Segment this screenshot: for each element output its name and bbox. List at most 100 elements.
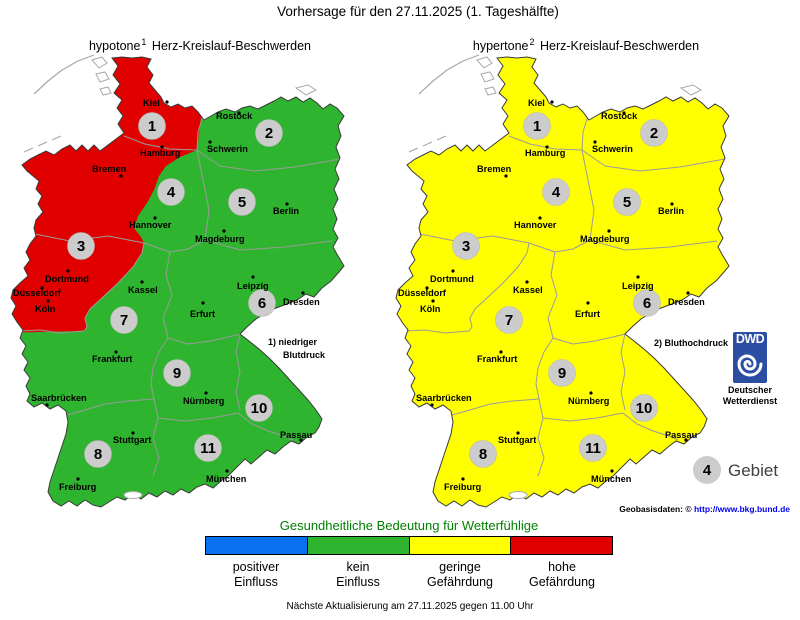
labels-left: 1 2 3 4 5 6 7 8 9 10 11 Kiel Rostock Schwerin Hamburg B… [13, 98, 320, 492]
city-dot [222, 229, 226, 233]
legend-label-positive: positiver Einfluss [232, 560, 280, 589]
region-circle-8 [84, 440, 112, 468]
page-title: Vorhersage für den 27.11.2025 (1. Tagesh… [277, 4, 559, 19]
city-dot [165, 100, 169, 104]
city-label-nürnberg: Nürnberg [183, 396, 224, 406]
region-number-4: 4 [167, 184, 176, 201]
legend-swatch-none [306, 536, 410, 555]
city-dot [593, 140, 597, 144]
region-circle-1 [138, 112, 166, 140]
city-label-schwerin: Schwerin [592, 144, 633, 154]
city-label-hamburg: Hamburg [140, 148, 180, 158]
legend-color-bar [205, 536, 613, 555]
region-circle-1 [523, 112, 551, 140]
city-dot [550, 100, 554, 104]
region-number-4: 4 [552, 184, 561, 201]
region-number-5: 5 [238, 194, 246, 211]
city-dot [425, 286, 429, 290]
city-label-düsseldorf: Düsseldorf [398, 288, 447, 298]
city-label-bremen: Bremen [92, 164, 127, 174]
city-dot [504, 174, 508, 178]
region-number-9: 9 [558, 365, 566, 382]
region-circle-6 [633, 289, 661, 317]
city-label-stuttgart: Stuttgart [498, 435, 536, 445]
legend-title: Gesundheitliche Bedeutung für Wetterfühl… [279, 518, 539, 533]
city-label-bremen: Bremen [477, 164, 512, 174]
city-label-passau: Passau [280, 430, 312, 440]
city-dot [430, 403, 434, 407]
region-circle-6 [248, 289, 276, 317]
region-circle-4 [542, 178, 570, 206]
city-dot [153, 216, 157, 220]
city-dot [299, 438, 303, 442]
labels-right: 1 2 3 4 5 6 7 8 9 10 11 Kiel Rostock Schwerin Hamburg B… [398, 98, 705, 492]
region-number-2: 2 [650, 125, 658, 142]
dwd-spiral-icon [737, 354, 763, 377]
city-dot [46, 299, 50, 303]
region-number-10: 10 [636, 400, 653, 417]
map-title-left-rest: Herz-Kreislauf-Beschwerden [151, 39, 312, 54]
city-label-köln: Köln [420, 304, 441, 314]
city-label-nürnberg: Nürnberg [568, 396, 609, 406]
city-dot [76, 477, 80, 481]
city-dot [461, 477, 465, 481]
region-circle-11 [194, 434, 222, 462]
city-dot [301, 291, 305, 295]
city-dot [451, 269, 455, 273]
city-dot [636, 275, 640, 279]
region-circle-3 [452, 232, 480, 260]
region-circle-7 [495, 306, 523, 334]
map-title-left-prefix: hypotone [88, 39, 141, 54]
region-number-8: 8 [479, 446, 487, 463]
city-dot [66, 269, 70, 273]
region-number-11: 11 [200, 440, 216, 457]
city-label-magdeburg: Magdeburg [195, 234, 245, 244]
city-dot [40, 286, 44, 290]
map-right-hypertone: 1 2 3 4 5 6 7 8 9 10 11 Kiel Rostock Schwerin Hamburg B… [396, 55, 729, 507]
region-number-2: 2 [265, 125, 273, 142]
bkg-link[interactable]: http://www.bkg.bund.de [693, 504, 790, 514]
legend-swatch-low [408, 536, 512, 555]
footnote-high-blood-pressure: 2) Bluthochdruck [654, 338, 729, 348]
city-label-hannover: Hannover [514, 220, 557, 230]
city-label-leipzig: Leipzig [237, 281, 269, 291]
region-number-11: 11 [585, 440, 601, 457]
city-label-leipzig: Leipzig [622, 281, 654, 291]
city-dot [516, 431, 520, 435]
city-dot [538, 216, 542, 220]
gebiet-sample-label: Gebiet [728, 461, 779, 480]
footnote-low-blood-pressure: 1) niedriger Blutdruck [268, 337, 326, 360]
map-title-right: hypertone2 Herz-Kreislauf-Beschwerden [386, 37, 786, 53]
region-number-3: 3 [462, 238, 470, 255]
credits-label: Geobasisdaten: © [619, 504, 692, 514]
legend-label-low: geringe Gefährdung [426, 560, 494, 589]
city-dot [237, 111, 241, 115]
region-circle-9 [163, 359, 191, 387]
city-label-dortmund: Dortmund [45, 274, 89, 284]
city-dot [670, 202, 674, 206]
city-dot [589, 391, 593, 395]
city-label-frankfurt: Frankfurt [92, 354, 132, 364]
map-title-left: hypotone1 Herz-Kreislauf-Beschwerden [0, 37, 400, 53]
next-update-note: Nächste Aktualisierung am 27.11.2025 geg… [286, 601, 534, 612]
region-circle-9 [548, 359, 576, 387]
dwd-logo-text: DWD [735, 332, 765, 346]
region-circle-11 [579, 434, 607, 462]
map-title-left-sup: 1 [141, 37, 147, 47]
city-dot [607, 229, 611, 233]
city-label-saarbrücken: Saarbrücken [31, 393, 87, 403]
city-label-freiburg: Freiburg [444, 482, 481, 492]
gebiet-sample-circle: 4 [693, 456, 721, 484]
region-number-1: 1 [533, 118, 541, 135]
map-title-right-sup: 2 [529, 37, 535, 47]
city-dot [140, 280, 144, 284]
legend-swatch-high [510, 536, 613, 555]
city-label-berlin: Berlin [273, 206, 299, 216]
city-dot [686, 291, 690, 295]
region-number-6: 6 [643, 295, 651, 312]
legend-label-high: hohe Gefährdung [528, 560, 596, 589]
city-dot [251, 275, 255, 279]
region-circle-2 [255, 119, 283, 147]
map-left-hypotone: 1 2 3 4 5 6 7 8 9 10 11 Kiel Rostock Schwerin Hamburg B… [0, 35, 344, 507]
city-label-saarbrücken: Saarbrücken [416, 393, 472, 403]
